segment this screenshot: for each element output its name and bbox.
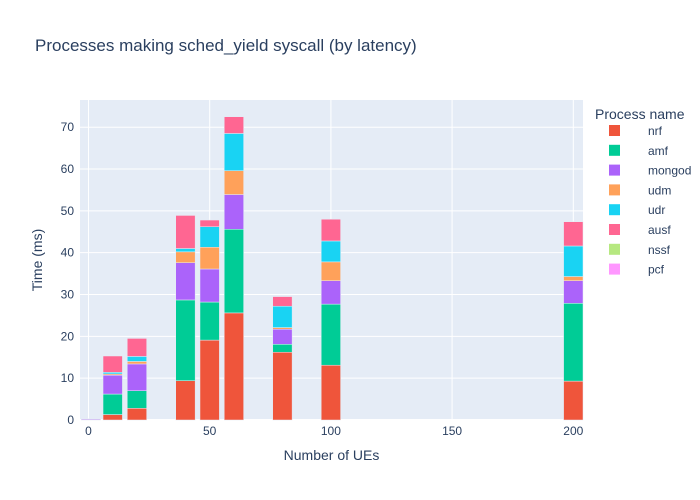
bar-segment-udm[interactable] — [175, 251, 196, 263]
bar-segment-ausf[interactable] — [127, 338, 147, 357]
bar-segment-udm[interactable] — [199, 246, 220, 270]
bar-segment-ausf[interactable] — [102, 355, 123, 373]
bar-segment-nrf[interactable] — [223, 312, 244, 421]
bar-segment-mongod[interactable] — [175, 262, 196, 301]
legend-label-mongod[interactable]: mongod — [648, 164, 691, 178]
bar-segment-udr[interactable] — [320, 240, 341, 263]
bar-segment-mongod[interactable] — [563, 280, 584, 304]
bar-segment-nrf[interactable] — [272, 351, 293, 421]
y-tick-label: 40 — [61, 246, 75, 260]
bar-segment-mongod[interactable] — [199, 268, 220, 303]
bar-segment-udr[interactable] — [563, 245, 584, 277]
bar-segment-mongod[interactable] — [102, 374, 123, 395]
y-axis-title: Time (ms) — [29, 229, 45, 291]
bar-segment-amf[interactable] — [563, 303, 584, 382]
legend-label-amf[interactable]: amf — [648, 144, 669, 158]
bar-segment-udr[interactable] — [199, 226, 220, 248]
legend-items: nrf amf mongod udm udr ausf nssf pcf — [609, 124, 691, 277]
y-tick-label: 30 — [61, 288, 75, 302]
y-tick-label: 60 — [61, 162, 75, 176]
x-axis-title: Number of UEs — [284, 447, 380, 463]
bar-segment-nrf[interactable] — [199, 339, 220, 421]
legend-label-pcf[interactable]: pcf — [648, 263, 665, 277]
legend-swatch-ausf[interactable] — [609, 224, 620, 235]
bar-segment-udm[interactable] — [223, 170, 244, 195]
bar-segment-udr[interactable] — [102, 372, 123, 375]
legend-swatch-mongod[interactable] — [609, 164, 620, 176]
x-tick-label: 0 — [85, 424, 92, 438]
bar-stacks — [80, 116, 584, 421]
legend-label-nssf[interactable]: nssf — [648, 243, 671, 257]
y-tick-label: 0 — [67, 413, 74, 427]
bar-segment-amf[interactable] — [127, 390, 147, 409]
bar-segment-nrf[interactable] — [175, 380, 196, 421]
bar-segment-udr[interactable] — [223, 133, 244, 171]
bar-segment-amf[interactable] — [320, 303, 341, 366]
y-tick-label: 10 — [61, 371, 75, 385]
legend: Process name nrf amf mongod udm udr ausf nssf p… — [595, 106, 691, 277]
legend-swatch-nrf[interactable] — [609, 125, 620, 136]
y-axis-ticks: 0 10 20 30 40 50 60 70 — [61, 120, 75, 427]
bar-segment-mongod[interactable] — [272, 328, 293, 345]
bar-segment-ausf[interactable] — [199, 219, 220, 227]
bar-segment-udm[interactable] — [127, 361, 147, 365]
bar-segment-nrf[interactable] — [320, 364, 341, 421]
legend-swatch-amf[interactable] — [609, 144, 620, 156]
bar-segment-udm[interactable] — [272, 327, 293, 330]
legend-label-udr[interactable]: udr — [648, 203, 665, 217]
legend-swatch-udm[interactable] — [609, 184, 620, 196]
x-tick-label: 100 — [321, 424, 341, 438]
x-axis-ticks: 0 50 100 150 200 — [85, 424, 583, 438]
y-tick-label: 20 — [61, 329, 75, 343]
bar-segment-mongod[interactable] — [127, 363, 147, 391]
bar-segment-nrf[interactable] — [563, 380, 584, 421]
x-tick-label: 150 — [442, 424, 462, 438]
bar-segment-mongod[interactable] — [223, 194, 244, 230]
y-tick-label: 50 — [61, 204, 75, 218]
chart-title: Processes making sched_yield syscall (by… — [35, 36, 417, 55]
bar-segment-amf[interactable] — [199, 301, 220, 341]
bar-segment-amf[interactable] — [272, 344, 293, 353]
bar-segment-nrf[interactable] — [127, 408, 147, 421]
bar-segment-amf[interactable] — [223, 229, 244, 314]
bar-segment-amf[interactable] — [102, 393, 123, 415]
bar-segment-udm[interactable] — [563, 276, 584, 281]
legend-label-udm[interactable]: udm — [648, 183, 671, 197]
y-tick-label: 70 — [61, 120, 75, 134]
bar-segment-mongod[interactable] — [320, 280, 341, 305]
bar-segment-ausf[interactable] — [320, 218, 341, 242]
legend-swatch-nssf[interactable] — [609, 243, 620, 255]
bar-segment-ausf[interactable] — [272, 296, 293, 307]
bar-segment-udm[interactable] — [320, 261, 341, 281]
bar-segment-amf[interactable] — [175, 299, 196, 381]
legend-label-ausf[interactable]: ausf — [648, 223, 671, 237]
legend-title: Process name — [595, 106, 685, 122]
bar-segment-ausf[interactable] — [175, 215, 196, 249]
x-tick-label: 50 — [203, 424, 217, 438]
bar-segment-udr[interactable] — [175, 248, 196, 253]
bar-segment-ausf[interactable] — [563, 221, 584, 247]
legend-swatch-pcf[interactable] — [609, 263, 620, 275]
bar-segment-ausf[interactable] — [223, 116, 244, 134]
bar-segment-nrf[interactable] — [102, 414, 123, 421]
x-tick-label: 200 — [563, 424, 583, 438]
legend-label-nrf[interactable]: nrf — [648, 124, 663, 138]
bar-segment-udr[interactable] — [127, 356, 147, 362]
bar-segment-udr[interactable] — [272, 305, 293, 328]
legend-swatch-udr[interactable] — [609, 204, 620, 216]
